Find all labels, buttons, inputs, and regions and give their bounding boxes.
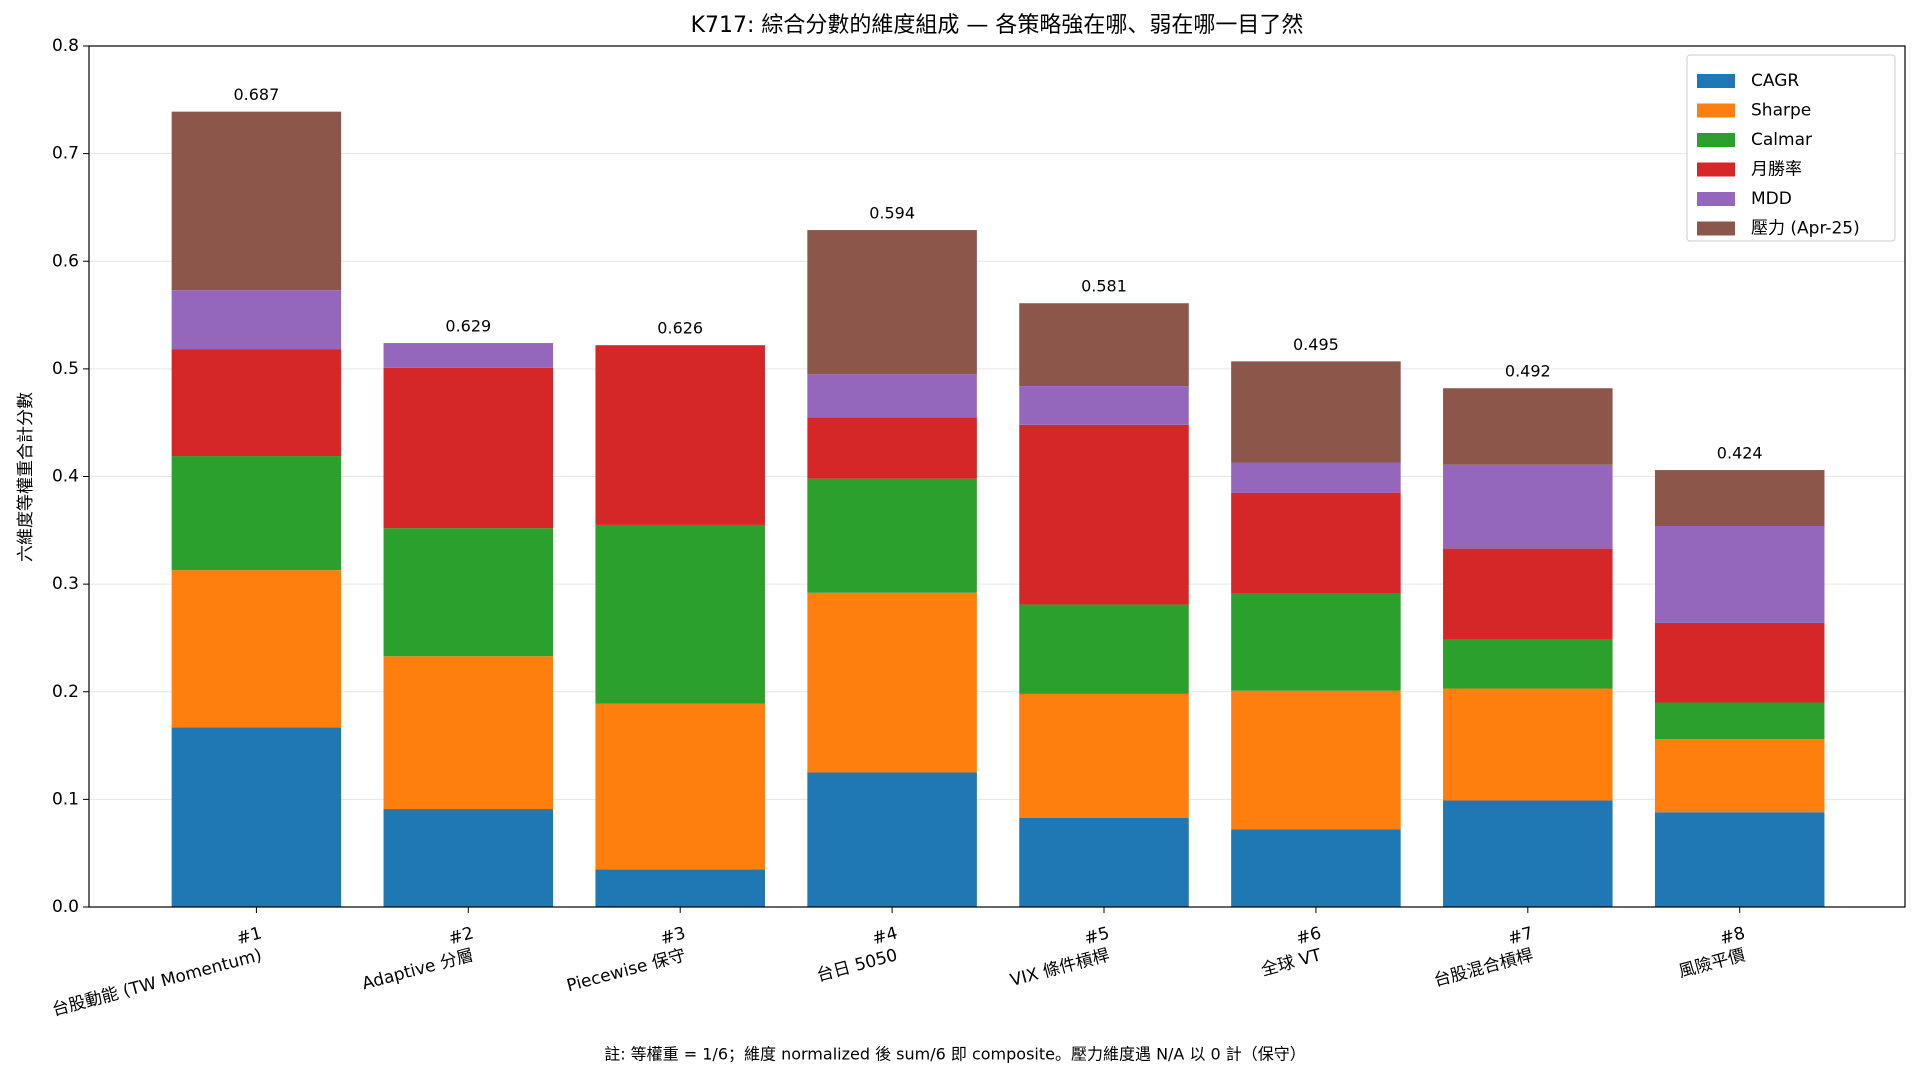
x-tick-label: VIX 條件槓桿 — [1008, 945, 1111, 991]
legend-swatch — [1697, 74, 1735, 88]
x-tick-label: 全球 VT — [1259, 945, 1324, 980]
legend-label: Sharpe — [1751, 101, 1811, 121]
bar-segment — [807, 417, 977, 479]
bar-segment — [1443, 548, 1613, 640]
bar-segment — [171, 111, 342, 291]
bar-segment — [1231, 690, 1401, 830]
plot-frame — [88, 45, 1906, 908]
bar-segment — [1654, 702, 1825, 740]
bar-segment — [1654, 812, 1825, 907]
legend-swatch — [1697, 133, 1735, 147]
legend-label: 壓力 (Apr-25) — [1751, 219, 1860, 239]
legend-label: CAGR — [1751, 71, 1799, 91]
x-tick-rank: #1 — [235, 923, 264, 949]
y-tick-label: 0.3 — [52, 574, 79, 594]
composite-label: 0.629 — [445, 317, 491, 336]
x-tick-label: Adaptive 分層 — [360, 945, 476, 994]
bar-segment — [171, 290, 342, 350]
composite-label: 0.424 — [1717, 444, 1763, 463]
x-tick-rank: #7 — [1506, 923, 1535, 949]
x-tick-label: 風險平價 — [1676, 945, 1747, 982]
bar-segment — [1443, 800, 1613, 907]
bar-segment — [1231, 593, 1401, 691]
composite-label: 0.687 — [233, 85, 279, 104]
x-tick-rank: #2 — [447, 923, 476, 949]
bar-segment — [807, 478, 977, 593]
bar-segment — [1231, 462, 1401, 493]
bar-segment — [1654, 526, 1825, 623]
bar-segment — [1654, 739, 1825, 813]
x-tick-label: Piecewise 保守 — [565, 945, 688, 996]
legend-swatch — [1697, 192, 1735, 206]
x-tick-label: 台股動能 (TW Momentum) — [50, 945, 264, 1020]
x-tick-label: 台股混合槓桿 — [1432, 945, 1536, 991]
bar-segment — [383, 343, 554, 368]
bar-segment — [807, 592, 977, 773]
bar-segment — [1019, 424, 1189, 605]
bar-segment — [807, 230, 977, 375]
y-tick-label: 0.4 — [52, 467, 79, 487]
bar-segment — [807, 374, 977, 418]
bar-segment — [595, 869, 765, 907]
y-tick-label: 0.2 — [52, 682, 79, 702]
chart-title: K717: 綜合分數的維度組成 — 各策略強在哪、弱在哪一目了然 — [691, 13, 1304, 38]
bar-segment — [1443, 464, 1613, 549]
bar-segment — [807, 772, 977, 907]
legend-swatch — [1697, 162, 1735, 177]
bar-segment — [1443, 639, 1613, 689]
bar-segment — [1443, 688, 1613, 801]
bar-segment — [383, 528, 554, 657]
bar-segment — [383, 367, 554, 529]
bar-segment — [383, 656, 554, 810]
y-tick-label: 0.5 — [52, 359, 79, 379]
x-tick-rank: #3 — [658, 923, 687, 949]
bar-segment — [1019, 303, 1189, 387]
y-tick-label: 0.1 — [52, 789, 79, 809]
composite-label: 0.626 — [657, 319, 703, 338]
bar-segment — [1443, 388, 1613, 465]
bar-segment — [1019, 693, 1189, 818]
bar-segment — [383, 809, 554, 907]
y-tick-label: 0.6 — [52, 251, 79, 271]
legend-label: Calmar — [1751, 130, 1812, 150]
y-tick-label: 0.8 — [52, 36, 79, 56]
composite-label: 0.495 — [1293, 335, 1339, 354]
bar-segment — [171, 570, 342, 728]
legend-box — [1686, 54, 1896, 242]
legend-swatch — [1697, 221, 1735, 236]
x-tick-rank: #8 — [1718, 923, 1747, 949]
bar-segment — [1654, 470, 1825, 527]
bar-segment — [1231, 829, 1401, 907]
x-tick-rank: #4 — [870, 923, 899, 949]
footnote: 註: 等權重 = 1/6；維度 normalized 後 sum/6 即 com… — [604, 1045, 1306, 1064]
bar-segment — [171, 349, 342, 457]
composite-label: 0.581 — [1081, 277, 1127, 296]
bar-segment — [171, 727, 342, 907]
bar-segment — [1019, 386, 1189, 425]
y-tick-label: 0.0 — [52, 897, 79, 917]
bar-segment — [595, 345, 765, 525]
x-tick-rank: #6 — [1294, 923, 1323, 949]
y-axis-label: 六維度等權重合計分數 — [16, 392, 36, 562]
legend-swatch — [1697, 103, 1735, 118]
x-tick-rank: #5 — [1082, 923, 1111, 949]
legend-label: 月勝率 — [1751, 160, 1802, 180]
bar-segment — [595, 524, 765, 704]
bar-segment — [1231, 492, 1401, 594]
legend-label: MDD — [1751, 189, 1792, 209]
composite-label: 0.492 — [1505, 362, 1551, 381]
composite-label: 0.594 — [869, 204, 915, 223]
bar-segment — [171, 456, 342, 571]
bar-segment — [595, 703, 765, 870]
x-tick-label: 台日 5050 — [815, 945, 900, 986]
bar-segment — [1654, 622, 1825, 703]
bar-segment — [1019, 817, 1189, 907]
bar-segment — [1231, 361, 1401, 463]
y-tick-label: 0.7 — [52, 144, 79, 164]
bar-segment — [1019, 604, 1189, 694]
